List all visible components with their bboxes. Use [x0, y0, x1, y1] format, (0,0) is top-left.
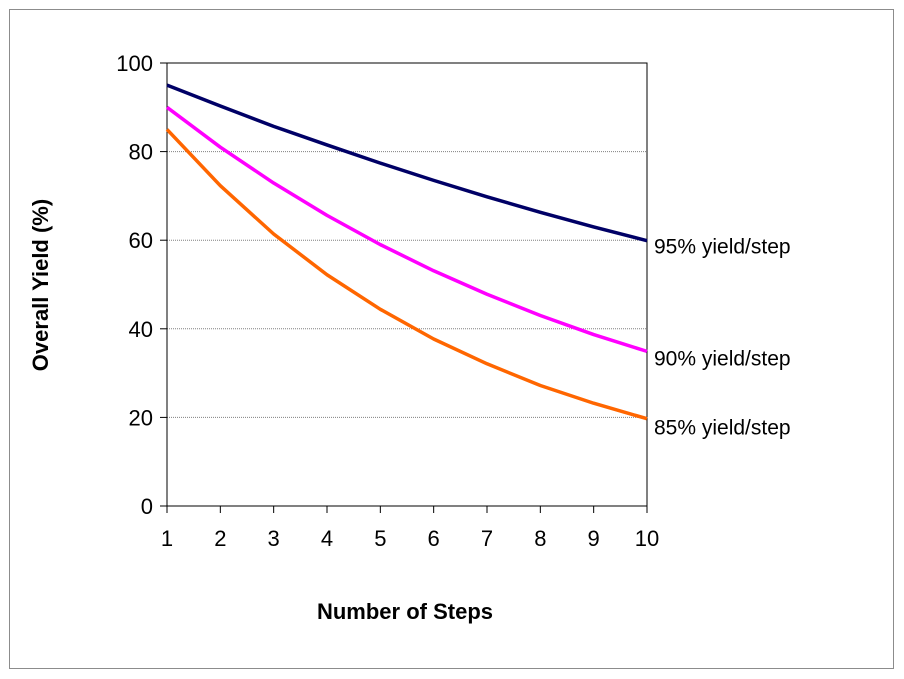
x-tick-label-3: 3 [268, 526, 280, 551]
y-tick-label-40: 40 [129, 317, 153, 342]
x-axis-title: Number of Steps [317, 599, 493, 624]
x-tick-label-4: 4 [321, 526, 333, 551]
y-tick-label-20: 20 [129, 405, 153, 430]
x-tick-label-8: 8 [534, 526, 546, 551]
y-tick-label-60: 60 [129, 228, 153, 253]
tick-labels: 0 20 40 60 80 100 1 2 3 4 5 6 7 8 9 10 95% yield/step 90%… [116, 51, 790, 551]
series-label-1: 95% yield/step [654, 236, 791, 259]
x-tick-label-2: 2 [214, 526, 226, 551]
x-tick-label-1: 1 [161, 526, 173, 551]
y-tick-label-0: 0 [141, 494, 153, 519]
x-tick-label-5: 5 [374, 526, 386, 551]
series-line-2 [165, 105, 648, 354]
x-tick-label-10: 10 [635, 526, 659, 551]
x-tick-label-9: 9 [588, 526, 600, 551]
chart-frame [9, 9, 894, 669]
y-tick-label-80: 80 [129, 140, 153, 165]
series-line-3 [165, 128, 648, 421]
x-tick-label-6: 6 [428, 526, 440, 551]
gridlines [167, 151, 647, 418]
series-lines [165, 83, 648, 421]
plot-area-border [166, 62, 648, 507]
y-tick-label-100: 100 [116, 51, 153, 76]
x-tick-label-7: 7 [481, 526, 493, 551]
series-line-1 [166, 83, 648, 243]
axes [160, 62, 648, 513]
y-axis-title: Overall Yield (%) [28, 199, 53, 371]
series-label-3: 85% yield/step [654, 417, 791, 440]
series-label-2: 90% yield/step [654, 347, 791, 370]
